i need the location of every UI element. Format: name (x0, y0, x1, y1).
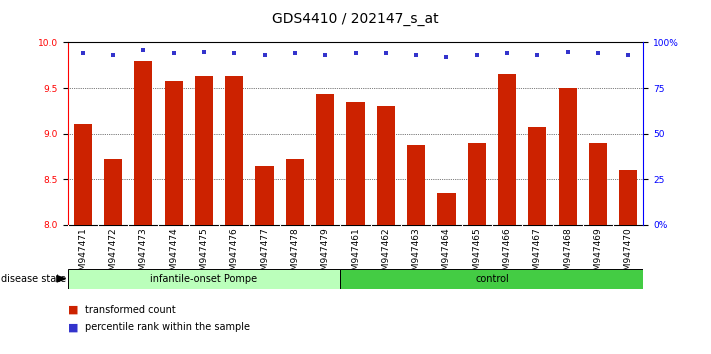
Text: GSM947479: GSM947479 (321, 227, 330, 282)
Bar (346, 102, 365, 225)
Text: GSM947462: GSM947462 (381, 227, 390, 282)
Bar (437, 193, 456, 225)
Text: GSM947466: GSM947466 (503, 227, 511, 282)
Bar (619, 170, 637, 225)
Point (471, 52, 483, 58)
Point (77, 51, 88, 56)
Text: disease state: disease state (1, 274, 67, 284)
Text: GSM947477: GSM947477 (260, 227, 269, 282)
Text: transformed count: transformed count (85, 305, 176, 315)
Text: GSM947463: GSM947463 (412, 227, 421, 282)
Bar (104, 159, 122, 225)
Bar (225, 76, 243, 225)
Bar (498, 74, 516, 225)
Text: infantile-onset Pompe: infantile-onset Pompe (151, 274, 257, 284)
Bar (589, 143, 607, 225)
Point (259, 52, 270, 58)
Point (289, 51, 301, 56)
Point (532, 52, 543, 58)
Text: GSM947468: GSM947468 (563, 227, 572, 282)
Text: GDS4410 / 202147_s_at: GDS4410 / 202147_s_at (272, 12, 439, 27)
Text: GSM947473: GSM947473 (139, 227, 148, 282)
Point (592, 51, 604, 56)
Text: GSM947467: GSM947467 (533, 227, 542, 282)
Point (198, 49, 210, 55)
Point (441, 54, 452, 60)
Point (138, 47, 149, 53)
Bar (377, 106, 395, 225)
Point (380, 51, 392, 56)
Bar (164, 81, 183, 225)
Bar (407, 145, 425, 225)
Text: ■: ■ (68, 305, 78, 315)
Bar (286, 159, 304, 225)
Bar (68, 269, 341, 289)
Point (107, 52, 119, 58)
Text: GSM947478: GSM947478 (290, 227, 299, 282)
Bar (559, 88, 577, 225)
Point (168, 51, 179, 56)
Point (562, 49, 573, 55)
Text: GSM947474: GSM947474 (169, 227, 178, 282)
Text: ■: ■ (68, 322, 78, 332)
Point (228, 51, 240, 56)
Bar (195, 76, 213, 225)
Text: GSM947464: GSM947464 (442, 227, 451, 282)
Bar (528, 127, 547, 225)
Text: GSM947470: GSM947470 (624, 227, 633, 282)
Point (501, 51, 513, 56)
Text: GSM947461: GSM947461 (351, 227, 360, 282)
Bar (134, 61, 152, 225)
Point (623, 52, 634, 58)
Text: percentile rank within the sample: percentile rank within the sample (85, 322, 250, 332)
Text: GSM947465: GSM947465 (472, 227, 481, 282)
Text: GSM947476: GSM947476 (230, 227, 239, 282)
Text: GSM947471: GSM947471 (78, 227, 87, 282)
Point (410, 52, 422, 58)
Point (319, 52, 331, 58)
Bar (255, 166, 274, 225)
Bar (74, 124, 92, 225)
Text: GSM947469: GSM947469 (594, 227, 602, 282)
Text: GSM947472: GSM947472 (109, 227, 117, 282)
Point (350, 51, 361, 56)
Bar (468, 143, 486, 225)
Bar (341, 269, 643, 289)
Text: control: control (475, 274, 509, 284)
Text: GSM947475: GSM947475 (200, 227, 208, 282)
Bar (316, 95, 334, 225)
